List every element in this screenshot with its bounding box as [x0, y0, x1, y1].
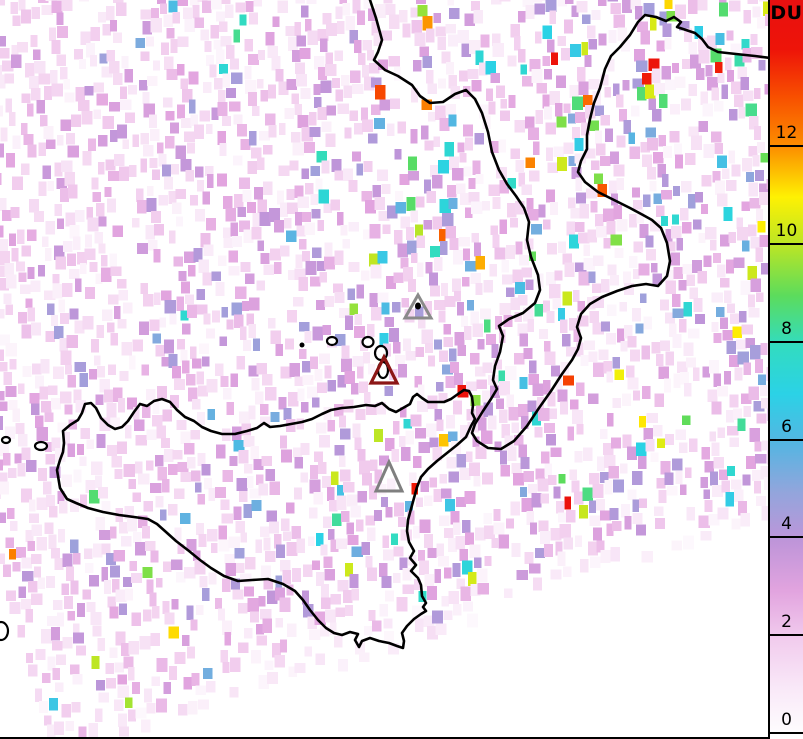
island-egadi-west [0, 435, 12, 445]
coastline-mainland-italy [368, 0, 768, 451]
colorbar-gradient [770, 0, 803, 739]
colorbar-tick-label: 2 [781, 612, 792, 632]
island-filicudi [325, 335, 339, 347]
colorbar-tick-label: 8 [781, 319, 792, 339]
map-frame-bottom [0, 737, 770, 739]
map-area [0, 0, 768, 739]
volcano-marker-stromboli [402, 291, 434, 320]
coastlines [55, 0, 768, 650]
island-salina [361, 335, 375, 349]
colorbar-tick [770, 341, 803, 343]
coastline-sicily [55, 388, 477, 650]
island-alicudi [299, 342, 305, 348]
islands [0, 302, 421, 642]
volcano-markers [368, 291, 434, 493]
colorbar-tick [770, 634, 803, 636]
colorbar-unit-label: DU [770, 2, 803, 24]
island-egadi-east [33, 440, 49, 452]
colorbar-tick [770, 145, 803, 147]
island-pantelleria [0, 620, 10, 642]
colorbar: 12 10 8 6 4 2 0 DU [768, 0, 803, 739]
colorbar-tick-label: 12 [775, 123, 798, 143]
island-stromboli-island [415, 302, 421, 310]
volcano-marker-etna [373, 458, 405, 493]
volcano-marker-vulcano [368, 353, 400, 385]
map-canvas [0, 0, 768, 739]
colorbar-tick [770, 439, 803, 441]
colorbar-tick [770, 243, 803, 245]
colorbar-tick [770, 536, 803, 538]
colorbar-tick-label: 6 [781, 417, 792, 437]
colorbar-tick-label: 0 [781, 710, 792, 730]
colorbar-tick-label: 10 [775, 221, 798, 241]
colorbar-tick [770, 732, 803, 734]
colorbar-tick-label: 4 [781, 514, 792, 534]
